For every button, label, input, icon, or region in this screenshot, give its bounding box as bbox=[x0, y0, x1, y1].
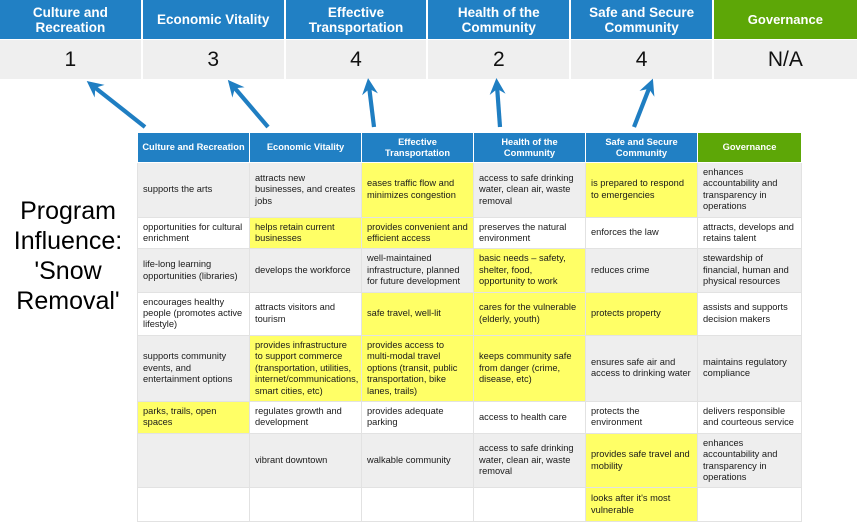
scorecard-value-health-of-the-community: 2 bbox=[428, 40, 572, 79]
matrix-cell[interactable]: maintains regulatory compliance bbox=[697, 334, 802, 402]
arrow-icon-5 bbox=[632, 78, 655, 128]
matrix-cell[interactable]: opportunities for cultural enrichment bbox=[137, 216, 250, 250]
matrix-cell[interactable]: enhances accountability and transparency… bbox=[697, 162, 802, 218]
matrix-row: parks, trails, open spaces regulates grow… bbox=[137, 400, 802, 434]
matrix-cell[interactable]: ensures safe air and access to drinking … bbox=[585, 334, 698, 402]
matrix-row: supports the arts attracts new businesses… bbox=[137, 162, 802, 218]
matrix-header-row: Culture and Recreation Economic Vitality… bbox=[137, 132, 802, 163]
matrix-cell[interactable]: preserves the natural environment bbox=[473, 216, 586, 250]
scorecard-value-governance: N/A bbox=[713, 40, 857, 79]
matrix-cell[interactable]: cares for the vulnerable (elderly, youth… bbox=[473, 291, 586, 336]
matrix-header-effective-transportation[interactable]: Effective Transportation bbox=[361, 132, 474, 163]
matrix-cell[interactable]: encourages healthy people (promotes acti… bbox=[137, 291, 250, 336]
caption-line-2: Influence: bbox=[13, 227, 123, 255]
matrix-cell[interactable]: keeps community safe from danger (crime,… bbox=[473, 334, 586, 402]
matrix-cell[interactable]: access to safe drinking water, clean air… bbox=[473, 432, 586, 489]
matrix-header-safe-and-secure-community[interactable]: Safe and Secure Community bbox=[585, 132, 698, 163]
matrix-cell[interactable]: attracts visitors and tourism bbox=[249, 291, 362, 336]
matrix-header-economic-vitality[interactable]: Economic Vitality bbox=[249, 132, 362, 163]
matrix-body: supports the arts attracts new businesses… bbox=[137, 162, 802, 522]
matrix-row: encourages healthy people (promotes acti… bbox=[137, 291, 802, 336]
arrow-group bbox=[86, 78, 655, 129]
scorecard-value-culture-and-recreation: 1 bbox=[0, 40, 143, 79]
program-influence-caption: Program Influence: 'Snow Removal' bbox=[4, 196, 132, 316]
caption-line-1: Program bbox=[20, 197, 116, 225]
matrix-cell[interactable]: well-maintained infrastructure, planned … bbox=[361, 248, 474, 293]
matrix-row: opportunities for cultural enrichment hel… bbox=[137, 216, 802, 250]
matrix-row: life-long learning opportunities (librar… bbox=[137, 248, 802, 293]
matrix-cell[interactable] bbox=[137, 487, 250, 522]
matrix-cell[interactable]: develops the workforce bbox=[249, 248, 362, 293]
influence-matrix-table: Culture and Recreation Economic Vitality… bbox=[137, 132, 802, 522]
matrix-cell[interactable]: eases traffic flow and minimizes congest… bbox=[361, 162, 474, 218]
scorecard-header-label: Safe and Secure Community bbox=[589, 4, 695, 35]
matrix-cell[interactable]: vibrant downtown bbox=[249, 432, 362, 489]
scorecard-header-safe-and-secure-community[interactable]: Safe and Secure Community bbox=[571, 0, 714, 39]
matrix-header-culture-and-recreation[interactable]: Culture and Recreation bbox=[137, 132, 250, 163]
matrix-cell[interactable]: supports community events, and entertain… bbox=[137, 334, 250, 402]
scorecard-header-label: Health of the Community bbox=[457, 4, 540, 35]
matrix-cell[interactable]: attracts, develops and retains talent bbox=[697, 216, 802, 250]
scorecard-header-label: Economic Vitality bbox=[157, 12, 270, 27]
scorecard-header-economic-vitality[interactable]: Economic Vitality bbox=[142, 0, 286, 39]
arrow-icon-2 bbox=[227, 79, 270, 129]
scorecard-header-row: Culture and Recreation Economic Vitality… bbox=[0, 0, 859, 39]
scorecard-header-label: Culture and Recreation bbox=[32, 4, 108, 35]
matrix-cell[interactable]: life-long learning opportunities (librar… bbox=[137, 248, 250, 293]
matrix-cell[interactable]: provides adequate parking bbox=[361, 400, 474, 434]
matrix-cell[interactable] bbox=[249, 487, 362, 522]
matrix-cell[interactable]: safe travel, well-lit bbox=[361, 291, 474, 336]
scorecard-header-health-of-the-community[interactable]: Health of the Community bbox=[428, 0, 572, 39]
matrix-cell[interactable]: protects property bbox=[585, 291, 698, 336]
scorecard-header-governance[interactable]: Governance bbox=[713, 0, 857, 39]
scorecard-value-effective-transportation: 4 bbox=[285, 40, 429, 79]
matrix-cell[interactable]: stewardship of financial, human and phys… bbox=[697, 248, 802, 293]
matrix-header-governance[interactable]: Governance bbox=[697, 132, 802, 163]
matrix-cell[interactable] bbox=[361, 487, 474, 522]
matrix-cell[interactable]: protects the environment bbox=[585, 400, 698, 434]
matrix-cell[interactable]: supports the arts bbox=[137, 162, 250, 218]
matrix-cell[interactable]: provides safe travel and mobility bbox=[585, 432, 698, 489]
scorecard-header-culture-and-recreation[interactable]: Culture and Recreation bbox=[0, 0, 143, 39]
scorecard-value-row: 1 3 4 2 4 N/A bbox=[0, 39, 859, 79]
matrix-cell[interactable] bbox=[473, 487, 586, 522]
scorecard-header-effective-transportation[interactable]: Effective Transportation bbox=[285, 0, 429, 39]
arrow-icon-1 bbox=[86, 81, 147, 129]
matrix-cell[interactable]: enforces the law bbox=[585, 216, 698, 250]
matrix-cell[interactable]: delivers responsible and courteous servi… bbox=[697, 400, 802, 434]
matrix-cell[interactable]: parks, trails, open spaces bbox=[137, 400, 250, 434]
matrix-cell[interactable]: regulates growth and development bbox=[249, 400, 362, 434]
matrix-row: looks after it's most vulnerable bbox=[137, 487, 802, 522]
matrix-cell[interactable]: provides convenient and efficient access bbox=[361, 216, 474, 250]
caption-line-4: Removal' bbox=[16, 287, 120, 315]
matrix-cell[interactable] bbox=[697, 487, 802, 522]
matrix-row: vibrant downtown walkable community access… bbox=[137, 432, 802, 489]
matrix-cell[interactable] bbox=[137, 432, 250, 489]
matrix-cell[interactable]: access to safe drinking water, clean air… bbox=[473, 162, 586, 218]
matrix-cell[interactable]: provides access to multi-modal travel op… bbox=[361, 334, 474, 402]
scorecard-value-safe-and-secure-community: 4 bbox=[571, 40, 714, 79]
matrix-cell[interactable]: access to health care bbox=[473, 400, 586, 434]
caption-line-3: 'Snow bbox=[34, 257, 102, 285]
arrow-icon-4 bbox=[489, 78, 506, 128]
matrix-cell[interactable]: is prepared to respond to emergencies bbox=[585, 162, 698, 218]
arrow-icon-3 bbox=[362, 78, 378, 128]
matrix-cell[interactable]: walkable community bbox=[361, 432, 474, 489]
scorecard-value-economic-vitality: 3 bbox=[142, 40, 286, 79]
matrix-cell[interactable]: assists and supports decision makers bbox=[697, 291, 802, 336]
matrix-cell[interactable]: enhances accountability and transparency… bbox=[697, 432, 802, 489]
scorecard-header-label: Governance bbox=[747, 12, 823, 27]
matrix-row: supports community events, and entertain… bbox=[137, 334, 802, 402]
matrix-cell[interactable]: looks after it's most vulnerable bbox=[585, 487, 698, 522]
matrix-cell[interactable]: helps retain current businesses bbox=[249, 216, 362, 250]
matrix-cell[interactable]: provides infrastructure to support comme… bbox=[249, 334, 362, 402]
matrix-header-health-of-the-community[interactable]: Health of the Community bbox=[473, 132, 586, 163]
matrix-cell[interactable]: basic needs – safety, shelter, food, opp… bbox=[473, 248, 586, 293]
matrix-cell[interactable]: reduces crime bbox=[585, 248, 698, 293]
scorecard-strip: Culture and Recreation Economic Vitality… bbox=[0, 0, 859, 79]
scorecard-header-label: Effective Transportation bbox=[308, 4, 404, 35]
matrix-cell[interactable]: attracts new businesses, and creates job… bbox=[249, 162, 362, 218]
